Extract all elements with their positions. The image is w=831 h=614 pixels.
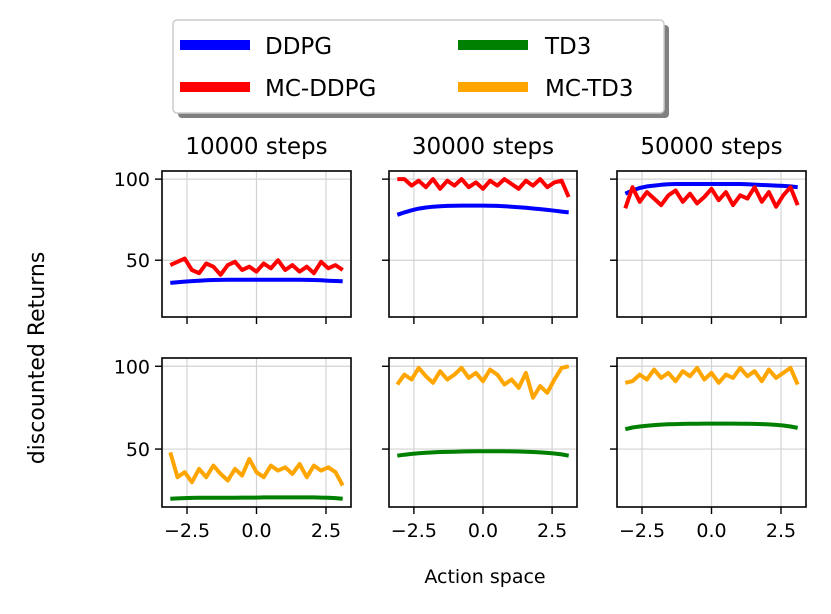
legend: DDPG TD3 MC-DDPG MC-TD3 [172, 19, 669, 118]
x-tick-label: 2.5 [766, 520, 796, 542]
panel-title: 50000 steps [640, 134, 782, 160]
series-line-mc-ddpg [397, 177, 571, 198]
panel-6: −2.5 0.0 2.5 [610, 357, 807, 542]
legend-label-mc-ddpg: MC-DDPG [265, 76, 376, 102]
x-tick-label: 0.0 [241, 520, 271, 542]
series-line-mc-td3 [168, 451, 345, 487]
x-tick-label: 2.5 [311, 520, 341, 542]
panel-5: −2.5 0.0 2.5 [382, 357, 578, 542]
x-axis-label: Action space [424, 566, 545, 588]
series-line-mc-td3 [395, 364, 570, 400]
legend-box [172, 19, 665, 114]
y-tick-label: 50 [126, 439, 150, 461]
y-tick-label: 50 [126, 250, 150, 272]
x-tick-label: −2.5 [391, 520, 437, 542]
x-tick-label: 2.5 [537, 520, 567, 542]
legend-label-mc-td3: MC-TD3 [545, 76, 634, 102]
x-tick-label: −2.5 [619, 520, 665, 542]
panel-3: 50000 steps [610, 134, 807, 324]
series-line-td3 [397, 449, 570, 458]
legend-label-ddpg: DDPG [265, 34, 332, 60]
series-line-ddpg [170, 277, 343, 285]
y-tick-label: 100 [114, 169, 150, 191]
y-tick-label: 100 [114, 356, 150, 378]
series-line-mc-ddpg [169, 256, 344, 277]
panel-title: 30000 steps [412, 134, 554, 160]
series-line-mc-td3 [624, 365, 800, 386]
panel-1: 50 100 10000 steps [114, 134, 352, 324]
series-line-td3 [624, 421, 799, 432]
panels: 50 100 10000 steps 30000 steps 50000 steps −2… [114, 134, 807, 542]
panel-title: 10000 steps [185, 134, 327, 160]
x-tick-label: 0.0 [696, 520, 726, 542]
y-axis-label: discounted Returns [25, 252, 50, 465]
series-line-ddpg [624, 182, 798, 196]
legend-label-td3: TD3 [544, 34, 591, 60]
x-tick-label: −2.5 [164, 520, 210, 542]
series-line-mc-ddpg [623, 185, 800, 209]
series-line-ddpg [396, 203, 569, 217]
x-tick-label: 0.0 [468, 520, 498, 542]
panel-4: −2.5 0.0 2.5 50 100 [114, 356, 352, 542]
panel-2: 30000 steps [382, 134, 578, 324]
series-line-td3 [170, 495, 343, 501]
